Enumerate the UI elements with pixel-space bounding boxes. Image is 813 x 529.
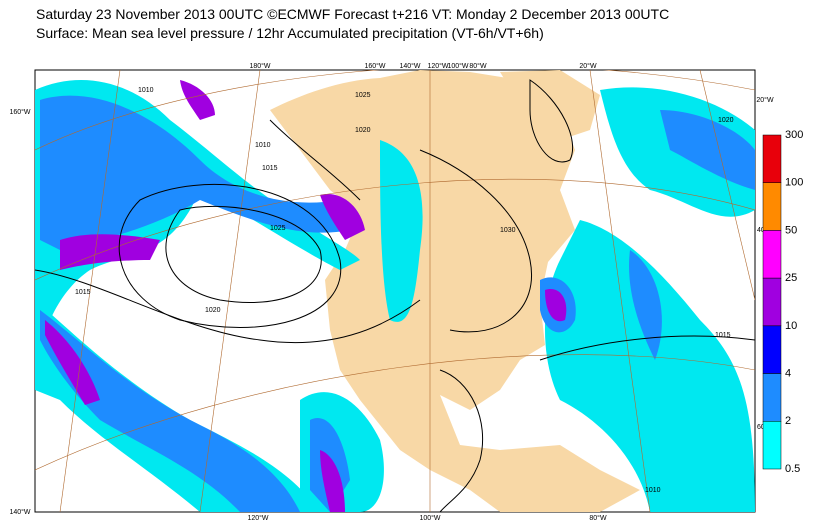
isobar-label: 1015: [715, 332, 731, 339]
isobar-label: 1030: [500, 227, 516, 234]
grid-label: 180°W: [249, 62, 270, 70]
colorbar-label: 50: [785, 224, 797, 236]
colorbar-segment: [762, 182, 782, 231]
map-content: [35, 70, 755, 512]
colorbar-label: 25: [785, 272, 797, 284]
colorbar-segment: [762, 373, 782, 422]
grid-label: 160°W: [9, 108, 30, 116]
graticule: [35, 70, 755, 512]
grid-label: 140°W: [399, 62, 420, 70]
isobar-label: 1020: [205, 307, 221, 314]
isobar-label: 1010: [645, 487, 661, 494]
colorbar-label: 10: [785, 320, 797, 332]
grid-label: 140°W: [9, 508, 30, 516]
isobar-label: 1010: [138, 87, 154, 94]
colorbar-segment: [762, 230, 782, 279]
colorbar-label: 4: [785, 367, 791, 379]
subtitle: Surface: Mean sea level pressure / 12hr …: [36, 25, 544, 41]
grid-label: 80°W: [469, 62, 487, 70]
isobar-label: 1020: [355, 127, 371, 134]
grid-label: 20°W: [579, 62, 597, 70]
isobars: [35, 79, 755, 512]
isobar-label: 1015: [75, 289, 91, 296]
land: [270, 70, 640, 512]
isobar-label: 1010: [255, 142, 271, 149]
isobar-label: 1020: [718, 117, 734, 124]
isobar-labels: 1010 1015 1020 1025 1010 1015 1020 1025 …: [75, 87, 734, 494]
colorbar-segment: [762, 277, 782, 327]
grid-label: 160°W: [364, 62, 385, 70]
grid-label: 120°W: [247, 514, 268, 522]
grid-label: 40: [757, 227, 765, 234]
colorbar-segment: [762, 134, 782, 183]
grid-label: 100°W: [447, 62, 468, 70]
grid-label: 60: [757, 424, 765, 431]
isobar-label: 1025: [270, 225, 286, 232]
colorbar-label: 300: [785, 129, 803, 141]
grid-label: 100°W: [419, 514, 440, 522]
colorbar-label: 2: [785, 415, 791, 427]
colorbar-segment: [762, 325, 782, 374]
isobar-label: 1015: [262, 165, 278, 172]
colorbar-segment: [762, 421, 782, 470]
precip-heavy: [45, 80, 567, 512]
grid-label: 20°W: [756, 96, 774, 104]
colorbar-label: 100: [785, 177, 803, 189]
isobar-label: 1025: [355, 92, 371, 99]
grid-label: 120°W: [427, 62, 448, 70]
title: Saturday 23 November 2013 00UTC ©ECMWF F…: [36, 6, 670, 22]
colorbar-label: 0.5: [785, 463, 800, 475]
colorbar: 300 100 50 25 10 4 2 0.5: [762, 129, 803, 475]
grid-label: 80°W: [589, 514, 607, 522]
land: [500, 70, 600, 140]
